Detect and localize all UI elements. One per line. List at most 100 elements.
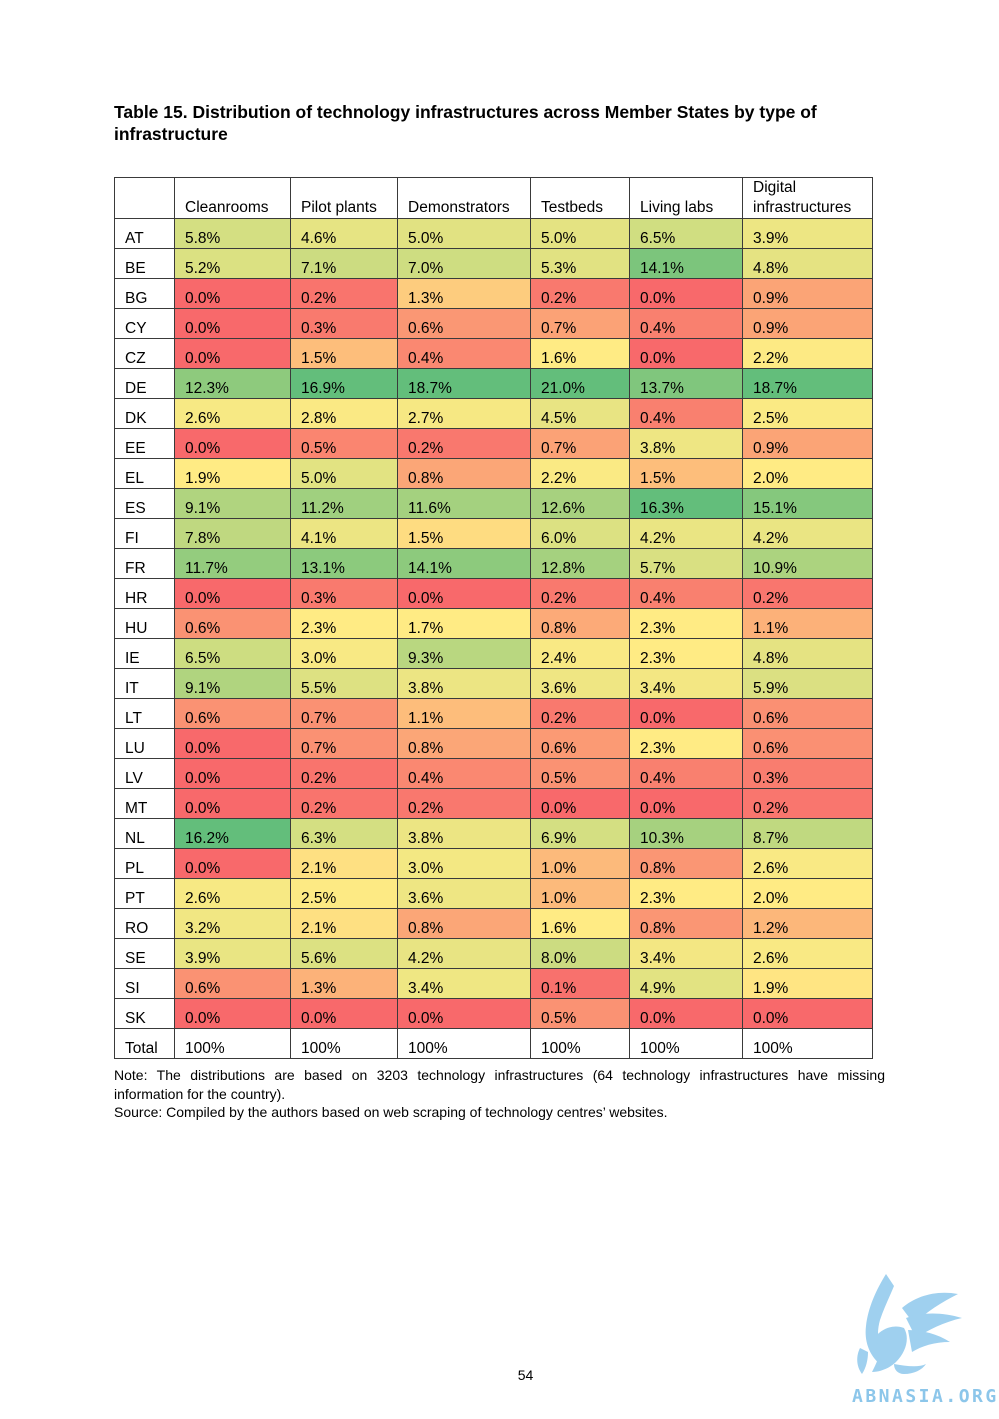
table-row: RO 3.2% 2.1% 0.8% 1.6% 0.8% 1.2% <box>114 908 873 939</box>
heat-cell: 2.5% <box>290 878 398 909</box>
heat-cell: 0.9% <box>742 278 873 309</box>
heat-cell: 21.0% <box>530 368 630 399</box>
heat-cell: 5.0% <box>290 458 398 489</box>
table-row: CZ 0.0% 1.5% 0.4% 1.6% 0.0% 2.2% <box>114 338 873 369</box>
heat-cell: 18.7% <box>397 368 531 399</box>
heat-cell: 2.0% <box>742 878 873 909</box>
row-label-country: IE <box>114 638 175 669</box>
row-label-country: FR <box>114 548 175 579</box>
row-label-country: CY <box>114 308 175 339</box>
column-header-testbeds: Testbeds <box>530 177 630 219</box>
heat-cell: 0.0% <box>397 998 531 1029</box>
heat-cell: 2.7% <box>397 398 531 429</box>
heat-cell: 5.8% <box>174 218 291 249</box>
heat-cell: 8.7% <box>742 818 873 849</box>
row-label-country: MT <box>114 788 175 819</box>
heat-cell: 0.0% <box>397 578 531 609</box>
heat-cell: 4.1% <box>290 518 398 549</box>
row-label-country: NL <box>114 818 175 849</box>
heat-cell: 0.0% <box>174 278 291 309</box>
heat-cell: 3.0% <box>290 638 398 669</box>
heat-cell: 3.6% <box>530 668 630 699</box>
heat-cell: 0.0% <box>629 698 743 729</box>
heat-cell: 11.6% <box>397 488 531 519</box>
table-notes: Note: The distributions are based on 320… <box>114 1066 885 1122</box>
heat-cell: 7.1% <box>290 248 398 279</box>
heat-cell: 2.3% <box>629 638 743 669</box>
heat-cell: 0.0% <box>742 998 873 1029</box>
heat-cell: 12.8% <box>530 548 630 579</box>
heat-cell: 5.0% <box>530 218 630 249</box>
heat-cell: 4.5% <box>530 398 630 429</box>
heat-cell: 1.6% <box>530 338 630 369</box>
heat-cell: 5.0% <box>397 218 531 249</box>
heat-cell: 3.8% <box>629 428 743 459</box>
column-header-digital-infrastructures: Digital infrastructures <box>742 177 873 219</box>
table-row: LT 0.6% 0.7% 1.1% 0.2% 0.0% 0.6% <box>114 698 873 729</box>
heat-cell: 0.3% <box>742 758 873 789</box>
heat-cell: 6.5% <box>629 218 743 249</box>
total-row: Total 100% 100% 100% 100% 100% 100% <box>114 1028 873 1059</box>
row-label-country: PT <box>114 878 175 909</box>
heat-cell: 3.6% <box>397 878 531 909</box>
total-cell: 100% <box>530 1028 630 1059</box>
heat-cell: 9.1% <box>174 668 291 699</box>
table-row: FI 7.8% 4.1% 1.5% 6.0% 4.2% 4.2% <box>114 518 873 549</box>
heat-cell: 16.2% <box>174 818 291 849</box>
heat-cell: 1.7% <box>397 608 531 639</box>
heat-cell: 6.9% <box>530 818 630 849</box>
heat-cell: 0.2% <box>290 278 398 309</box>
heat-cell: 0.7% <box>530 428 630 459</box>
row-label-country: LV <box>114 758 175 789</box>
heat-cell: 0.0% <box>290 998 398 1029</box>
note-text: Note: The distributions are based on 320… <box>114 1067 885 1102</box>
heat-cell: 3.9% <box>174 938 291 969</box>
heat-cell: 13.7% <box>629 368 743 399</box>
table-row: DE 12.3% 16.9% 18.7% 21.0% 13.7% 18.7% <box>114 368 873 399</box>
griffin-logo-icon <box>857 1274 962 1374</box>
heat-cell: 0.6% <box>742 698 873 729</box>
heat-cell: 6.3% <box>290 818 398 849</box>
column-header-cleanrooms: Cleanrooms <box>174 177 291 219</box>
heat-cell: 4.2% <box>397 938 531 969</box>
table-title: Table 15. Distribution of technology inf… <box>114 102 817 144</box>
heat-cell: 2.6% <box>742 848 873 879</box>
heat-cell: 3.0% <box>397 848 531 879</box>
heat-cell: 3.4% <box>629 938 743 969</box>
table-row: PT 2.6% 2.5% 3.6% 1.0% 2.3% 2.0% <box>114 878 873 909</box>
heat-cell: 0.8% <box>397 908 531 939</box>
page-number: 54 <box>517 1367 534 1383</box>
table-row: MT 0.0% 0.2% 0.2% 0.0% 0.0% 0.2% <box>114 788 873 819</box>
heat-cell: 2.5% <box>742 398 873 429</box>
heat-cell: 3.4% <box>629 668 743 699</box>
heat-cell: 1.5% <box>629 458 743 489</box>
row-label-country: IT <box>114 668 175 699</box>
heat-cell: 0.0% <box>174 338 291 369</box>
heat-cell: 3.2% <box>174 908 291 939</box>
heat-cell: 0.2% <box>397 428 531 459</box>
heat-cell: 0.2% <box>290 788 398 819</box>
heat-cell: 11.2% <box>290 488 398 519</box>
total-cell: 100% <box>290 1028 398 1059</box>
heat-cell: 5.3% <box>530 248 630 279</box>
table-row: IE 6.5% 3.0% 9.3% 2.4% 2.3% 4.8% <box>114 638 873 669</box>
heat-cell: 1.2% <box>742 908 873 939</box>
column-header-living-labs: Living labs <box>629 177 743 219</box>
table-row: HR 0.0% 0.3% 0.0% 0.2% 0.4% 0.2% <box>114 578 873 609</box>
table-row: NL 16.2% 6.3% 3.8% 6.9% 10.3% 8.7% <box>114 818 873 849</box>
heat-cell: 0.6% <box>174 968 291 999</box>
heat-cell: 9.1% <box>174 488 291 519</box>
heat-cell: 2.3% <box>290 608 398 639</box>
heat-cell: 6.5% <box>174 638 291 669</box>
heat-cell: 0.0% <box>629 278 743 309</box>
heat-cell: 0.8% <box>397 728 531 759</box>
row-label-country: SI <box>114 968 175 999</box>
heat-cell: 5.2% <box>174 248 291 279</box>
heat-cell: 0.2% <box>742 578 873 609</box>
table-row: HU 0.6% 2.3% 1.7% 0.8% 2.3% 1.1% <box>114 608 873 639</box>
heat-cell: 10.3% <box>629 818 743 849</box>
table-row: ES 9.1% 11.2% 11.6% 12.6% 16.3% 15.1% <box>114 488 873 519</box>
row-label-country: EE <box>114 428 175 459</box>
heat-cell: 1.5% <box>290 338 398 369</box>
heat-cell: 4.9% <box>629 968 743 999</box>
